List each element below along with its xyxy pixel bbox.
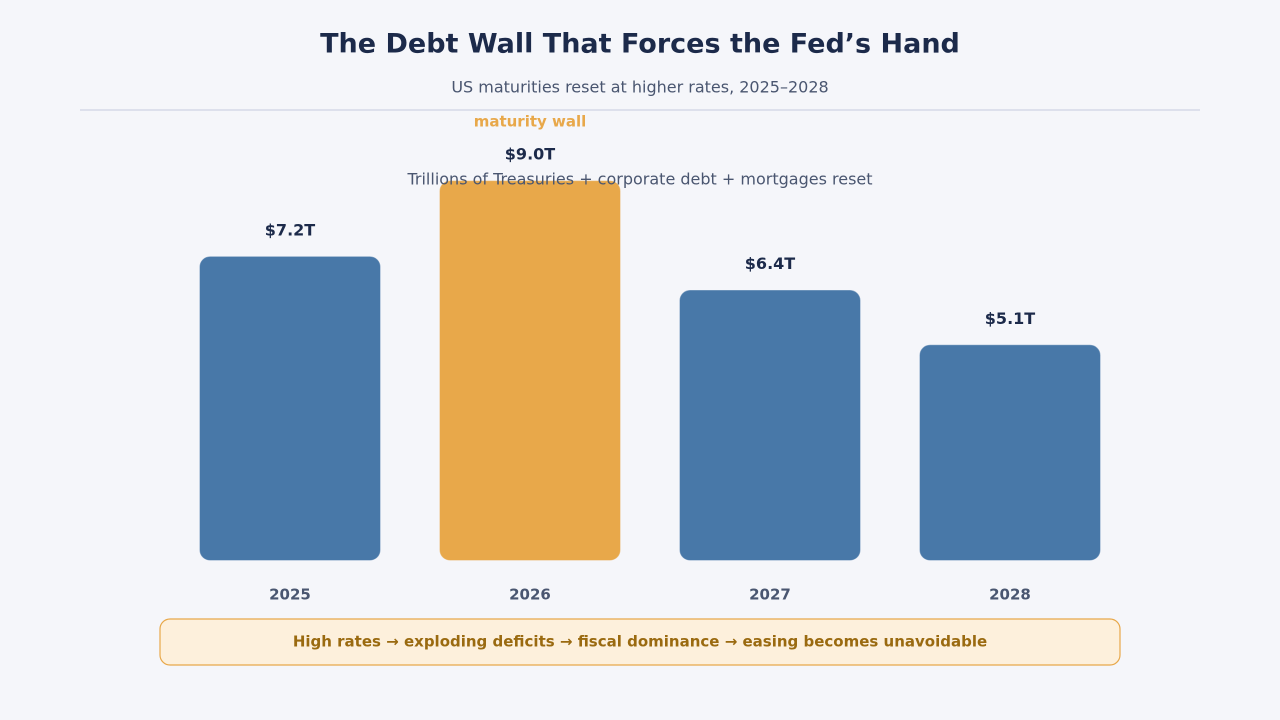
callout-text: High rates → exploding deficits → fiscal… <box>293 633 987 651</box>
bar <box>199 256 381 561</box>
callout-box <box>159 618 1121 666</box>
bar <box>919 344 1101 561</box>
value-label: $7.2T <box>265 220 315 239</box>
x-tick-label: 2027 <box>749 586 791 604</box>
x-tick-label: 2028 <box>989 586 1031 604</box>
chart-subtitle: US maturities reset at higher rates, 202… <box>451 78 828 97</box>
x-tick-label: 2025 <box>269 586 311 604</box>
value-label: $5.1T <box>985 309 1035 328</box>
x-tick-label: 2026 <box>509 586 551 604</box>
bar <box>439 180 621 561</box>
bar <box>679 290 861 561</box>
value-label: $9.0T <box>505 145 555 164</box>
value-label: $6.4T <box>745 254 795 273</box>
annotation: maturity wall <box>474 113 587 131</box>
chart-title: The Debt Wall That Forces the Fed’s Hand <box>320 29 960 60</box>
annotation: Trillions of Treasuries + corporate debt… <box>406 170 872 189</box>
